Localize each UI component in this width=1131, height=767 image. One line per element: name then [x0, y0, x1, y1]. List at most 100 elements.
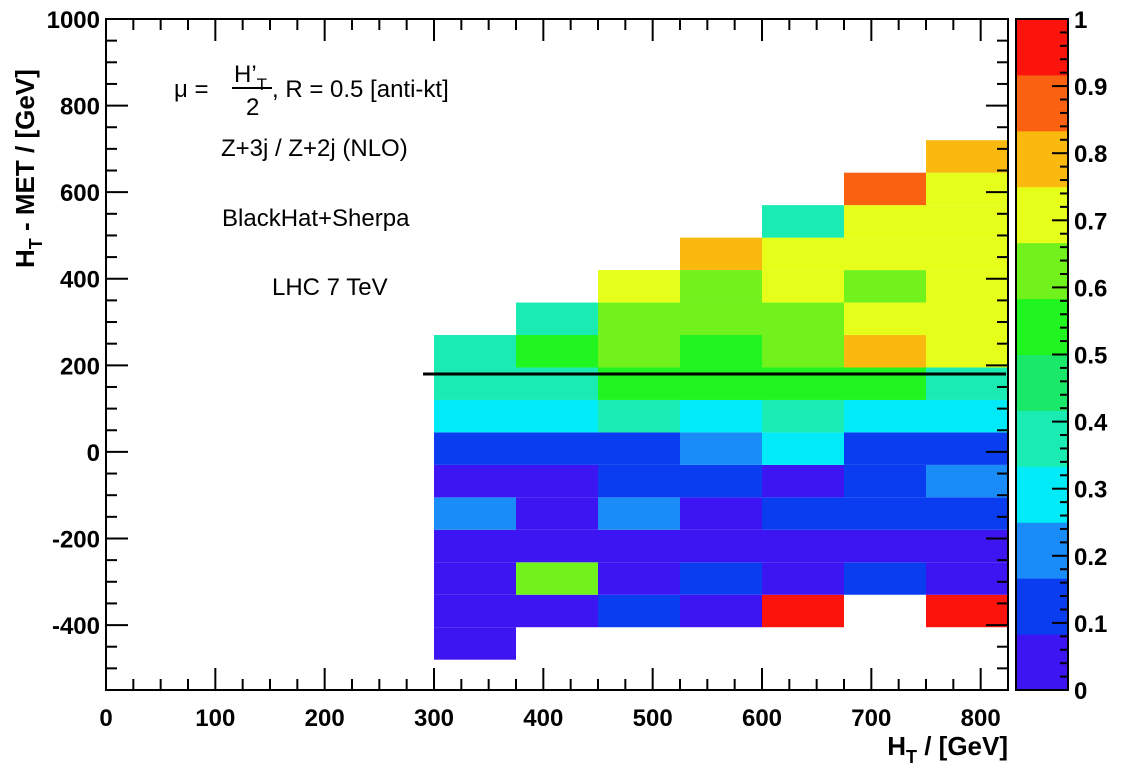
plot-border	[105, 18, 1009, 691]
heatmap-cell	[434, 627, 516, 660]
heatmap-cell	[516, 367, 598, 400]
y-tick-label: 600	[60, 180, 100, 207]
heatmap-cell	[926, 302, 1008, 336]
x-tick-label: 100	[195, 705, 235, 732]
color-scale-step	[1016, 74, 1068, 132]
heatmap-cell	[516, 497, 598, 530]
heatmap-cell	[680, 237, 762, 271]
color-scale-step	[1016, 466, 1068, 523]
heatmap-cell	[598, 594, 680, 628]
color-scale-step	[1016, 298, 1068, 355]
svg-text:H’T: H’T	[234, 61, 267, 94]
generator-label: BlackHat+Sherpa	[222, 205, 410, 232]
color-scale-step	[1016, 578, 1068, 635]
heatmap-cell	[680, 497, 762, 530]
scale-suffix: , R = 0.5 [anti-kt]	[272, 76, 449, 103]
color-scale-label: 0.2	[1074, 544, 1107, 571]
heatmap-cell	[434, 562, 516, 595]
y-tick-label: -200	[52, 526, 100, 553]
heatmap-cell	[762, 594, 844, 628]
color-scale-step	[1016, 522, 1068, 579]
heatmap-cell	[762, 529, 844, 563]
heatmap-cell	[598, 464, 680, 498]
heatmap-cell	[434, 594, 516, 628]
heatmap-cell	[762, 205, 844, 238]
heatmap-cell	[680, 335, 762, 368]
color-scale-label: 0.3	[1074, 477, 1107, 504]
heatmap-cell	[926, 270, 1008, 303]
color-scale-label: 0.7	[1074, 208, 1107, 235]
x-axis-title: HT / [GeV]	[887, 731, 1008, 767]
heatmap-cell	[516, 464, 598, 498]
heatmap-cell	[434, 497, 516, 530]
heatmap-cells	[434, 140, 1008, 660]
scale-denominator: 2	[246, 94, 259, 121]
heatmap-cell	[434, 367, 516, 400]
heatmap-cell	[434, 529, 516, 563]
heatmap-cell	[598, 529, 680, 563]
heatmap-cell	[926, 399, 1008, 433]
heatmap-cell	[762, 335, 844, 368]
color-scale-label: 0.5	[1074, 343, 1107, 370]
heatmap-cell	[598, 399, 680, 433]
color-scale-labels: 0 0.1 0.2 0.3 0.4 0.5 0.6 0.7 0.8 0.9 1	[1074, 7, 1108, 705]
heatmap-cell	[680, 464, 762, 498]
y-tick-labels: -400 -200 0 200 400 600 800 1000	[47, 7, 100, 640]
heatmap-cell	[926, 432, 1008, 465]
color-scale-label: 0.6	[1074, 275, 1107, 302]
heatmap-cell	[762, 497, 844, 530]
color-scale-label: 0.4	[1074, 410, 1108, 437]
color-scale-step	[1016, 186, 1068, 244]
heatmap-cell	[434, 335, 516, 368]
color-scale-step	[1016, 354, 1068, 411]
collider-label: LHC 7 TeV	[272, 274, 388, 301]
y-tick-label: -400	[52, 613, 100, 640]
x-tick-label: 600	[742, 705, 782, 732]
color-scale-step	[1016, 410, 1068, 467]
heatmap-cell	[926, 497, 1008, 530]
x-tick-label: 800	[961, 705, 1001, 732]
scale-numerator: H’	[234, 61, 257, 88]
color-scale-label: 1	[1074, 7, 1087, 34]
heatmap-cell	[762, 464, 844, 498]
heatmap-cell	[516, 594, 598, 628]
heatmap-cell	[926, 464, 1008, 498]
heatmap-cell	[680, 529, 762, 563]
heatmap-cell	[434, 464, 516, 498]
heatmap-cell	[844, 529, 926, 563]
heatmap-cell	[844, 562, 926, 595]
x-tick-label: 500	[633, 705, 673, 732]
heatmap-cell	[844, 205, 926, 238]
heatmap-cell	[516, 335, 598, 368]
y-tick-label: 800	[60, 94, 100, 121]
heatmap-cell	[680, 367, 762, 400]
scale-numerator-sub: T	[257, 75, 267, 94]
plot-frame	[105, 18, 1009, 691]
color-scale-label: 0.9	[1074, 74, 1107, 101]
color-scale-label: 0.8	[1074, 141, 1107, 168]
x-tick-labels: 0 100 200 300 400 500 600 700 800	[99, 705, 1000, 732]
heatmap-cell	[762, 399, 844, 433]
color-scale-step	[1016, 242, 1068, 300]
heatmap-cell	[844, 399, 926, 433]
y-tick-label: 1000	[47, 7, 100, 34]
color-scale-label: 0.1	[1074, 611, 1107, 638]
heatmap-cell	[598, 432, 680, 465]
heatmap-cell	[598, 367, 680, 400]
process-label: Z+3j / Z+2j (NLO)	[221, 135, 408, 162]
heatmap-cell	[844, 270, 926, 303]
y-tick-label: 200	[60, 353, 100, 380]
heatmap-cell	[680, 432, 762, 465]
heatmap-cell	[844, 497, 926, 530]
heatmap-cell	[844, 172, 926, 206]
color-scale-step	[1016, 19, 1068, 76]
heatmap-cell	[926, 140, 1008, 173]
heatmap-cell	[680, 594, 762, 628]
heatmap-cell	[926, 205, 1008, 238]
heatmap-cell	[926, 335, 1008, 368]
heatmap-cell	[844, 464, 926, 498]
heatmap-cell	[598, 562, 680, 595]
heatmap-cell	[598, 497, 680, 530]
scale-prefix: μ =	[174, 76, 209, 103]
